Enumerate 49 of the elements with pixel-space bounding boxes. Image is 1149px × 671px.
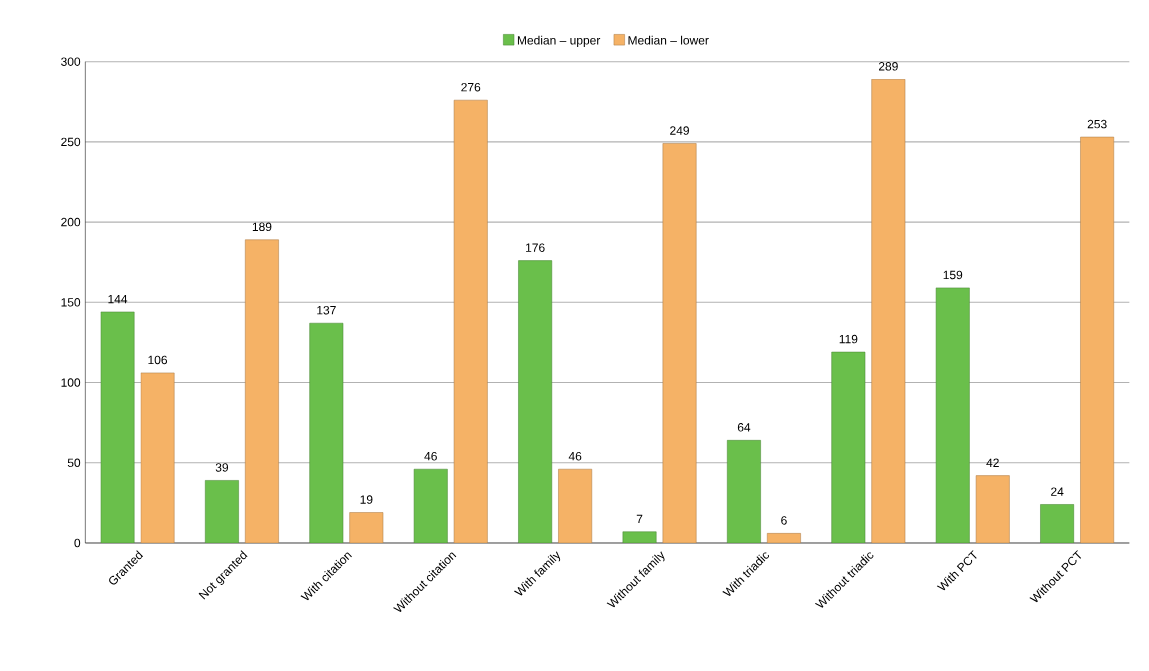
data-label: 249 (670, 126, 689, 135)
data-label: 119 (839, 334, 858, 344)
data-label: 137 (317, 305, 336, 315)
legend-label: Median – upper (517, 35, 601, 47)
bar (662, 143, 697, 543)
data-label: 289 (878, 62, 898, 71)
bar (871, 79, 906, 543)
bar (1080, 136, 1115, 543)
y-tick-label: 100 (61, 378, 81, 387)
bar (100, 311, 135, 543)
data-label: 42 (986, 458, 999, 467)
y-tick-label: 150 (61, 298, 81, 307)
bar (935, 287, 970, 543)
data-label: 64 (737, 423, 751, 432)
data-label: 7 (636, 514, 643, 524)
data-label: 39 (215, 463, 229, 472)
bar (767, 533, 801, 543)
y-tick-label: 50 (67, 458, 81, 468)
bar (245, 239, 279, 543)
bar (453, 99, 488, 543)
data-label: 253 (1087, 119, 1107, 129)
y-tick-label: 200 (61, 217, 81, 227)
bar (349, 512, 384, 543)
data-label: 6 (781, 516, 787, 525)
y-tick-label: 250 (61, 137, 81, 147)
data-label: 106 (148, 355, 168, 365)
data-label: 159 (943, 270, 963, 280)
data-label: 46 (424, 451, 437, 461)
bar (413, 468, 448, 543)
data-label: 19 (360, 495, 373, 504)
data-label: 24 (1051, 487, 1064, 496)
data-label: 144 (108, 294, 128, 304)
data-label: 276 (461, 82, 481, 92)
y-tick-label: 0 (74, 538, 81, 548)
bar (140, 372, 175, 543)
legend-label: Median – lower (628, 35, 709, 45)
y-tick-label: 300 (61, 57, 81, 66)
bar (622, 531, 657, 543)
data-label: 46 (568, 451, 582, 461)
data-label: 189 (252, 222, 272, 232)
bar (727, 440, 761, 543)
bar (205, 480, 239, 543)
data-label: 176 (526, 243, 545, 252)
bar (309, 322, 344, 543)
bar (1040, 504, 1075, 543)
bar (975, 475, 1010, 543)
bar (558, 468, 593, 543)
bar (831, 351, 866, 543)
bar (518, 260, 553, 543)
